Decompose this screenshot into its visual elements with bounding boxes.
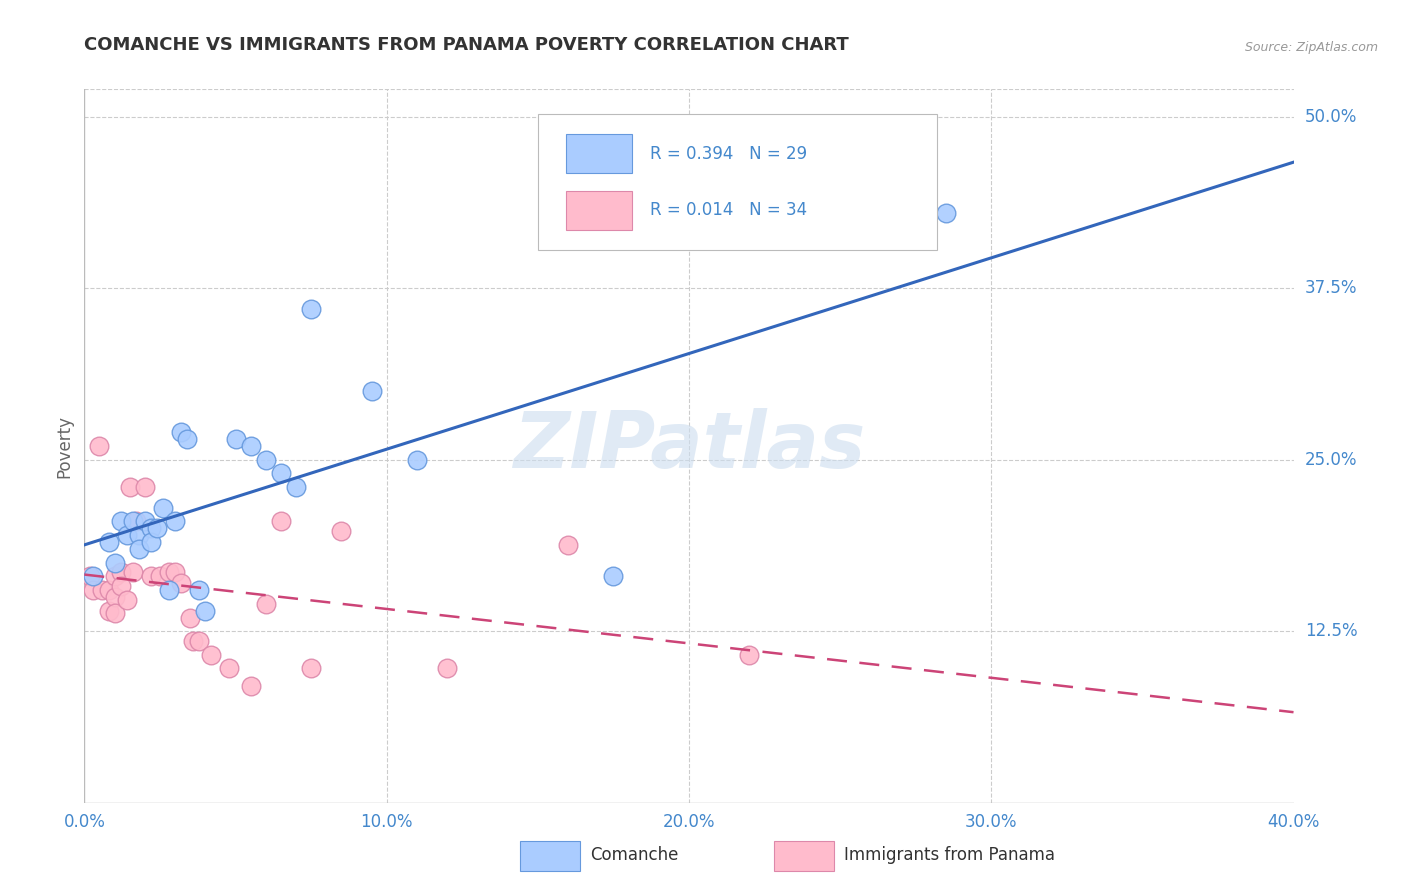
Bar	[565, 134, 633, 173]
Point	[128, 528, 150, 542]
Point	[104, 556, 127, 570]
Point	[194, 604, 217, 618]
Point	[110, 566, 132, 580]
Point	[188, 583, 211, 598]
Text: 12.5%: 12.5%	[1305, 623, 1357, 640]
Point	[218, 661, 240, 675]
Point	[146, 521, 169, 535]
Point	[157, 583, 180, 598]
Point	[79, 569, 101, 583]
Point	[97, 583, 120, 598]
FancyBboxPatch shape	[538, 114, 936, 250]
Point	[299, 301, 322, 316]
Point	[239, 439, 262, 453]
Point	[200, 648, 222, 662]
Point	[104, 607, 127, 621]
Point	[110, 579, 132, 593]
Point	[125, 515, 148, 529]
Point	[557, 538, 579, 552]
Point	[406, 452, 429, 467]
Text: R = 0.394   N = 29: R = 0.394 N = 29	[650, 145, 807, 162]
Point	[118, 480, 141, 494]
Point	[157, 566, 180, 580]
Point	[121, 566, 143, 580]
Point	[299, 661, 322, 675]
Point	[436, 661, 458, 675]
Point	[330, 524, 353, 538]
Point	[254, 597, 277, 611]
Point	[89, 439, 111, 453]
Point	[176, 432, 198, 446]
Point	[181, 633, 204, 648]
Point	[188, 633, 211, 648]
Text: 25.0%: 25.0%	[1305, 450, 1357, 468]
Point	[134, 515, 156, 529]
Point	[284, 480, 308, 494]
Point	[239, 679, 262, 693]
Point	[110, 515, 132, 529]
Point	[935, 205, 957, 219]
Text: ZIPatlas: ZIPatlas	[513, 408, 865, 484]
Point	[170, 425, 193, 440]
Point	[254, 452, 277, 467]
Y-axis label: Poverty: Poverty	[55, 415, 73, 477]
Bar	[565, 191, 633, 230]
Point	[270, 515, 292, 529]
Point	[360, 384, 382, 398]
Point	[82, 569, 104, 583]
Point	[104, 590, 127, 604]
Point	[91, 583, 114, 598]
Point	[738, 648, 761, 662]
Point	[139, 521, 162, 535]
Point	[149, 569, 172, 583]
Point	[121, 515, 143, 529]
Point	[104, 569, 127, 583]
Text: COMANCHE VS IMMIGRANTS FROM PANAMA POVERTY CORRELATION CHART: COMANCHE VS IMMIGRANTS FROM PANAMA POVER…	[84, 36, 849, 54]
Point	[139, 569, 162, 583]
Bar	[520, 840, 581, 871]
Point	[270, 467, 292, 481]
Point	[134, 480, 156, 494]
Text: 37.5%: 37.5%	[1305, 279, 1357, 297]
Point	[97, 535, 120, 549]
Text: 50.0%: 50.0%	[1305, 108, 1357, 126]
Text: Source: ZipAtlas.com: Source: ZipAtlas.com	[1244, 40, 1378, 54]
Point	[163, 515, 186, 529]
Point	[139, 535, 162, 549]
Point	[152, 500, 174, 515]
Point	[115, 528, 138, 542]
Point	[97, 604, 120, 618]
Point	[82, 583, 104, 598]
Text: R = 0.014   N = 34: R = 0.014 N = 34	[650, 202, 807, 219]
Text: Immigrants from Panama: Immigrants from Panama	[844, 846, 1054, 863]
Point	[170, 576, 193, 591]
Text: Comanche: Comanche	[589, 846, 678, 863]
Point	[163, 566, 186, 580]
Point	[225, 432, 247, 446]
Point	[128, 541, 150, 556]
Point	[115, 592, 138, 607]
Point	[602, 569, 624, 583]
Bar	[773, 840, 834, 871]
Point	[179, 610, 201, 624]
